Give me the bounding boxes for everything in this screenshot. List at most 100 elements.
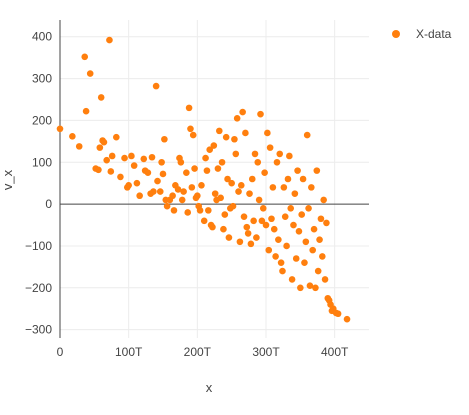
data-point[interactable] bbox=[343, 315, 351, 323]
data-point[interactable] bbox=[243, 223, 251, 231]
data-point[interactable] bbox=[232, 150, 240, 158]
data-point[interactable] bbox=[286, 152, 293, 160]
data-point[interactable] bbox=[321, 276, 329, 283]
data-point[interactable] bbox=[237, 181, 245, 189]
data-point[interactable] bbox=[334, 310, 342, 318]
data-point[interactable] bbox=[144, 169, 152, 177]
data-point[interactable] bbox=[130, 162, 138, 169]
data-point[interactable] bbox=[75, 143, 83, 150]
data-point[interactable] bbox=[183, 169, 190, 177]
data-point[interactable] bbox=[156, 188, 164, 195]
data-point[interactable] bbox=[257, 110, 264, 118]
data-point[interactable] bbox=[320, 196, 327, 204]
data-point[interactable] bbox=[133, 179, 141, 187]
data-point[interactable] bbox=[298, 211, 306, 218]
data-point[interactable] bbox=[220, 225, 227, 233]
data-point[interactable] bbox=[154, 177, 161, 185]
data-point[interactable] bbox=[279, 267, 286, 275]
data-point[interactable] bbox=[211, 190, 219, 197]
data-point[interactable] bbox=[254, 158, 262, 166]
data-point[interactable] bbox=[218, 158, 226, 166]
data-point[interactable] bbox=[150, 188, 157, 195]
data-point[interactable] bbox=[95, 166, 102, 174]
data-point[interactable] bbox=[159, 170, 167, 178]
data-point[interactable] bbox=[140, 155, 148, 163]
data-point[interactable] bbox=[265, 246, 273, 254]
data-point[interactable] bbox=[82, 107, 90, 115]
data-point[interactable] bbox=[56, 125, 64, 133]
data-point[interactable] bbox=[236, 238, 244, 246]
data-point[interactable] bbox=[299, 175, 307, 183]
data-point[interactable] bbox=[294, 167, 301, 174]
data-point[interactable] bbox=[269, 184, 277, 191]
data-point[interactable] bbox=[210, 142, 218, 149]
data-point[interactable] bbox=[163, 202, 171, 210]
data-point[interactable] bbox=[148, 153, 156, 161]
data-point[interactable] bbox=[266, 144, 274, 151]
data-point[interactable] bbox=[180, 188, 187, 195]
data-point[interactable] bbox=[203, 167, 211, 174]
data-point[interactable] bbox=[206, 146, 213, 154]
data-point[interactable] bbox=[291, 190, 299, 197]
data-point[interactable] bbox=[69, 133, 76, 140]
data-point[interactable] bbox=[217, 194, 224, 202]
data-point[interactable] bbox=[287, 204, 295, 212]
data-point[interactable] bbox=[316, 236, 323, 243]
data-point[interactable] bbox=[196, 207, 204, 214]
data-point[interactable] bbox=[194, 192, 201, 200]
data-point[interactable] bbox=[295, 228, 303, 235]
data-point[interactable] bbox=[205, 207, 212, 214]
data-point[interactable] bbox=[231, 135, 238, 143]
data-point[interactable] bbox=[255, 196, 263, 204]
data-point[interactable] bbox=[308, 184, 315, 191]
data-point[interactable] bbox=[277, 259, 285, 266]
data-point[interactable] bbox=[136, 192, 143, 200]
data-point[interactable] bbox=[302, 238, 310, 246]
data-point[interactable] bbox=[310, 225, 318, 233]
data-point[interactable] bbox=[221, 211, 229, 218]
legend[interactable]: X-data bbox=[392, 27, 452, 41]
data-point[interactable] bbox=[100, 138, 108, 146]
data-point[interactable] bbox=[242, 129, 249, 137]
data-point[interactable] bbox=[251, 150, 259, 158]
data-point[interactable] bbox=[301, 259, 308, 266]
data-point[interactable] bbox=[276, 150, 284, 158]
data-point[interactable] bbox=[222, 133, 230, 141]
data-point[interactable] bbox=[178, 196, 186, 204]
data-point[interactable] bbox=[303, 131, 311, 139]
data-point[interactable] bbox=[314, 267, 322, 275]
data-point[interactable] bbox=[262, 221, 270, 229]
data-point[interactable] bbox=[292, 255, 300, 262]
data-point[interactable] bbox=[152, 82, 160, 90]
data-point[interactable] bbox=[280, 184, 288, 191]
data-point[interactable] bbox=[273, 158, 281, 166]
data-point[interactable] bbox=[244, 230, 252, 237]
data-point[interactable] bbox=[319, 253, 326, 260]
data-point[interactable] bbox=[288, 276, 296, 283]
data-point[interactable] bbox=[189, 131, 197, 139]
data-point[interactable] bbox=[268, 215, 275, 223]
data-point[interactable] bbox=[128, 152, 135, 160]
data-point[interactable] bbox=[187, 125, 194, 133]
data-point[interactable] bbox=[170, 207, 178, 214]
data-point[interactable] bbox=[290, 221, 297, 229]
data-point[interactable] bbox=[158, 158, 165, 166]
data-point[interactable] bbox=[313, 167, 321, 174]
data-point[interactable] bbox=[270, 225, 278, 233]
data-point[interactable] bbox=[107, 168, 115, 175]
data-point[interactable] bbox=[117, 173, 124, 181]
data-point[interactable] bbox=[264, 129, 271, 137]
data-point[interactable] bbox=[312, 284, 319, 292]
data-point[interactable] bbox=[224, 175, 231, 183]
data-point[interactable] bbox=[96, 144, 104, 151]
data-point[interactable] bbox=[228, 179, 235, 187]
data-point[interactable] bbox=[103, 156, 110, 164]
data-point[interactable] bbox=[284, 175, 292, 183]
data-point[interactable] bbox=[86, 70, 94, 77]
data-point[interactable] bbox=[283, 242, 290, 250]
data-point[interactable] bbox=[191, 165, 198, 172]
data-point[interactable] bbox=[216, 127, 223, 135]
data-point[interactable] bbox=[253, 234, 260, 241]
data-point[interactable] bbox=[317, 215, 325, 223]
data-point[interactable] bbox=[235, 188, 242, 195]
